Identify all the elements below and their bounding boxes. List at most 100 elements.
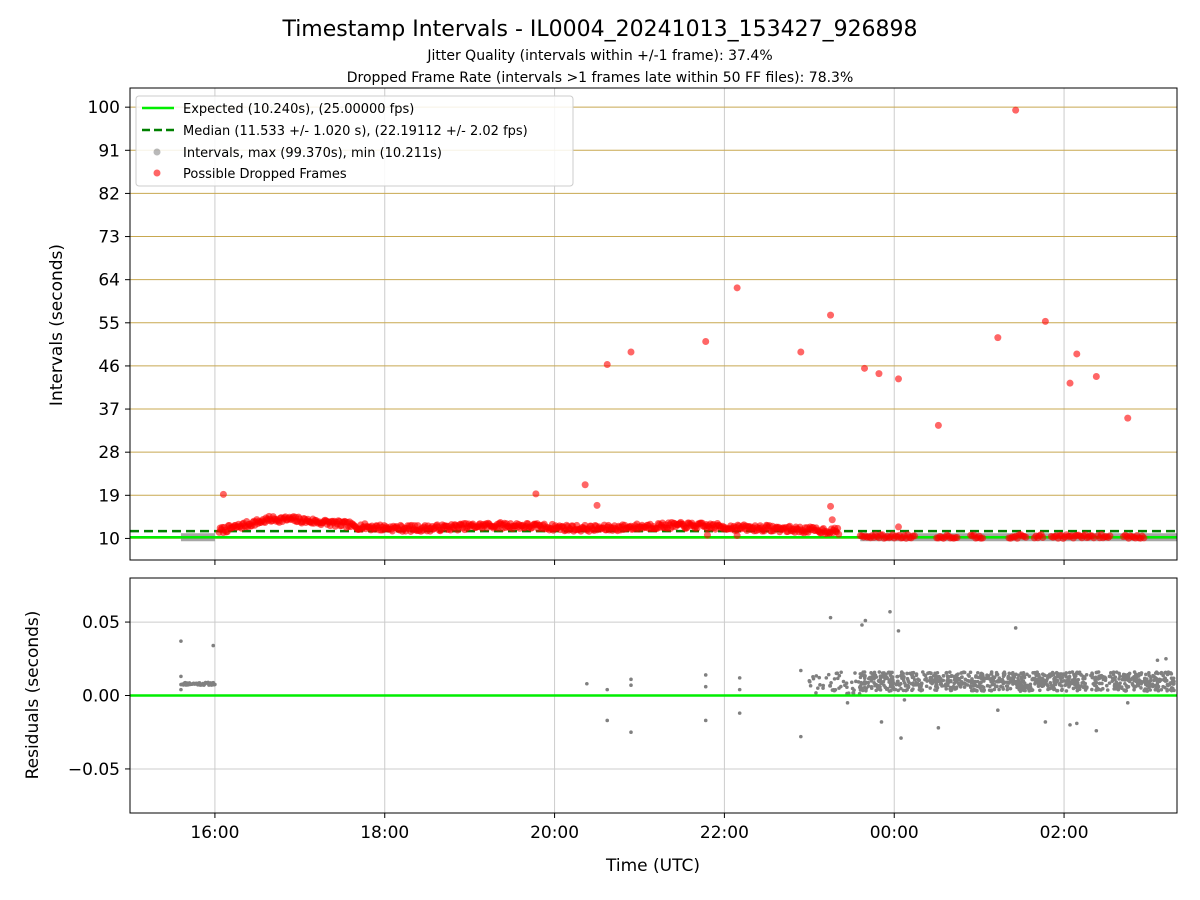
residual-point	[941, 674, 946, 678]
residual-point	[1028, 683, 1032, 688]
residual-point	[953, 678, 958, 683]
residual-point	[962, 681, 967, 685]
residuals-y-axis-label: Residuals (seconds)	[23, 611, 43, 780]
top-ytick-label: 73	[98, 228, 120, 248]
residual-point	[997, 687, 1001, 692]
residual-point	[885, 676, 890, 681]
residual-point	[1099, 688, 1103, 692]
residual-point	[989, 670, 994, 674]
residual-point	[1157, 677, 1162, 682]
residual-point	[829, 680, 833, 685]
residual-point	[880, 671, 885, 675]
residual-point	[996, 708, 1000, 712]
residual-point	[911, 675, 916, 680]
residual-point	[1067, 683, 1072, 687]
residual-point	[1045, 682, 1049, 687]
residual-point	[1060, 675, 1065, 680]
residual-point	[944, 670, 949, 675]
residual-point	[863, 674, 867, 679]
top-ytick-label: 100	[88, 98, 120, 118]
residual-point	[986, 674, 991, 678]
residual-point	[917, 683, 922, 687]
residual-point	[845, 701, 850, 705]
residual-point	[1075, 721, 1079, 726]
residual-point	[1121, 672, 1126, 677]
dropped-point	[953, 533, 961, 541]
residual-point	[904, 688, 908, 693]
residual-point	[1050, 670, 1055, 675]
residual-point	[884, 687, 889, 692]
residual-point	[906, 685, 911, 690]
residual-point	[954, 673, 959, 677]
residual-point	[1091, 682, 1096, 686]
residual-point	[1113, 685, 1118, 690]
jitter-quality-subtitle: Jitter Quality (intervals within +/-1 fr…	[426, 48, 772, 64]
dropped-outlier	[827, 502, 835, 510]
bottom-ytick-label: 0.00	[82, 687, 120, 707]
legend-median-label: Median (11.533 +/- 1.020 s), (22.19112 +…	[183, 124, 528, 139]
residual-point	[1172, 688, 1176, 693]
residual-point	[1010, 678, 1015, 682]
residual-point	[851, 691, 856, 696]
dropped-outlier	[894, 523, 902, 531]
residual-point	[1164, 656, 1168, 661]
residual-point	[924, 684, 929, 689]
residual-point	[1152, 678, 1156, 683]
xtick-label: 22:00	[700, 823, 749, 843]
residual-point	[1017, 673, 1021, 678]
residual-point	[1039, 678, 1044, 682]
residual-point	[902, 681, 907, 685]
residual-point	[980, 684, 985, 689]
residual-point	[1054, 680, 1059, 684]
residual-point	[828, 615, 833, 620]
residual-point	[179, 639, 183, 643]
dropped-outlier	[875, 370, 883, 378]
residual-point	[949, 673, 954, 678]
dropped-outlier	[532, 490, 540, 498]
residual-point	[1052, 687, 1057, 691]
dropped-point	[911, 532, 919, 540]
residual-point	[799, 668, 803, 673]
xtick-label: 16:00	[190, 823, 239, 843]
dropped-point	[834, 524, 842, 532]
residual-point	[874, 675, 879, 679]
top-ytick-label: 55	[98, 314, 120, 334]
residual-point	[1007, 681, 1011, 685]
residual-point	[878, 684, 882, 689]
residual-point	[1019, 676, 1024, 681]
residual-point	[886, 670, 891, 675]
residual-point	[903, 684, 908, 688]
residual-point	[946, 676, 950, 680]
residual-point	[824, 676, 829, 680]
residual-point	[1120, 677, 1125, 682]
residual-point	[737, 687, 742, 692]
residual-point	[1132, 670, 1137, 674]
residual-point	[1170, 678, 1175, 682]
residual-point	[962, 670, 967, 675]
residual-point	[179, 674, 183, 679]
residual-point	[998, 679, 1003, 684]
residual-point	[944, 687, 949, 691]
residual-point	[1159, 671, 1164, 676]
dropped-outlier	[1073, 350, 1081, 358]
residual-point	[1033, 681, 1037, 686]
residual-point	[1076, 685, 1081, 690]
residual-point	[1124, 688, 1129, 693]
residual-point	[814, 674, 819, 678]
residual-point	[939, 679, 943, 684]
residual-point	[1094, 728, 1099, 733]
residual-point	[927, 678, 932, 683]
residual-point	[968, 684, 973, 688]
residual-point	[863, 618, 868, 623]
chart-title: Timestamp Intervals - IL0004_20241013_15…	[281, 17, 917, 42]
residual-point	[1109, 671, 1113, 675]
dropped-outlier	[702, 337, 710, 345]
residual-point	[958, 682, 963, 686]
residual-point	[882, 675, 886, 679]
residual-point	[1084, 686, 1089, 690]
residual-point	[983, 676, 988, 681]
legend-box	[135, 95, 574, 187]
dropped-outlier	[1092, 372, 1100, 380]
residual-point	[1168, 681, 1173, 685]
